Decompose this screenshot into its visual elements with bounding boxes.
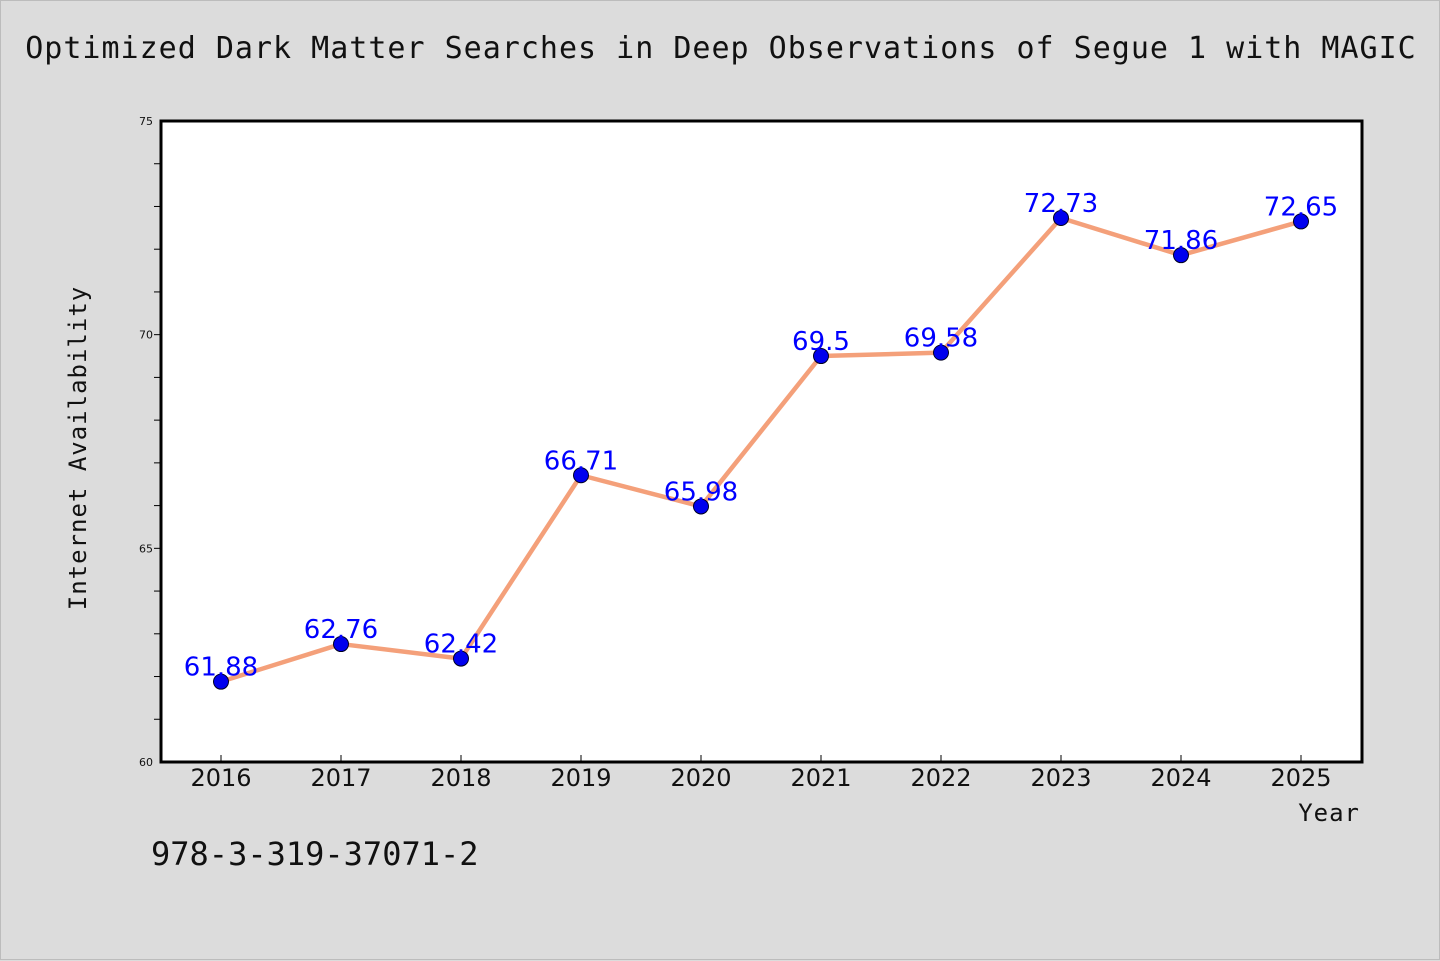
y-axis-label: Internet Availability <box>64 286 92 610</box>
data-point <box>813 348 829 365</box>
data-label: 72.73 <box>1024 189 1098 219</box>
data-point <box>1053 210 1069 227</box>
y-axis: 60 65 70 75 <box>139 115 161 769</box>
data-label: 66.71 <box>544 446 618 476</box>
x-tick-label: 2022 <box>910 764 971 792</box>
data-label: 65.98 <box>664 477 738 507</box>
series-line <box>220 215 1302 684</box>
chart-title: Optimized Dark Matter Searches in Deep O… <box>25 31 1417 66</box>
data-point <box>573 467 589 484</box>
y-tick-label: 60 <box>139 756 153 769</box>
y-tick-label: 70 <box>139 329 153 342</box>
data-label: 61.88 <box>184 653 258 683</box>
x-tick-label: 2023 <box>1030 764 1091 792</box>
data-point <box>933 344 949 361</box>
x-tick-label: 2024 <box>1150 764 1211 792</box>
x-tick-label: 2018 <box>430 764 491 792</box>
data-label: 69.58 <box>904 324 978 354</box>
x-tick-label: 2017 <box>310 764 371 792</box>
plot-area <box>159 119 1364 764</box>
series-layer: 61.88 62.76 62.42 66.71 65.98 69.5 69.58 72.73 7… <box>184 189 1338 690</box>
x-axis-label: Year <box>1298 799 1360 827</box>
data-label: 62.76 <box>304 615 378 645</box>
data-label: 69.5 <box>792 327 850 357</box>
data-label: 62.42 <box>424 630 498 660</box>
data-point <box>1293 213 1309 230</box>
data-point <box>693 498 709 515</box>
x-tick-label: 2021 <box>790 764 851 792</box>
data-label: 72.65 <box>1264 192 1338 222</box>
y-tick-label: 65 <box>139 542 153 555</box>
data-label: 71.86 <box>1144 226 1218 256</box>
x-tick-label: 2020 <box>670 764 731 792</box>
footer-text: 978-3-319-37071-2 <box>151 835 479 873</box>
data-point <box>453 650 469 667</box>
data-point <box>1173 247 1189 264</box>
x-axis: 2016 2017 2018 2019 2020 2021 2022 2023 2024 2025 <box>190 755 1332 792</box>
x-tick-label: 2025 <box>1270 764 1331 792</box>
x-tick-label: 2016 <box>190 764 251 792</box>
y-tick-label: 75 <box>139 115 153 128</box>
x-tick-label: 2019 <box>550 764 611 792</box>
data-point <box>333 636 349 653</box>
data-point <box>213 673 229 690</box>
